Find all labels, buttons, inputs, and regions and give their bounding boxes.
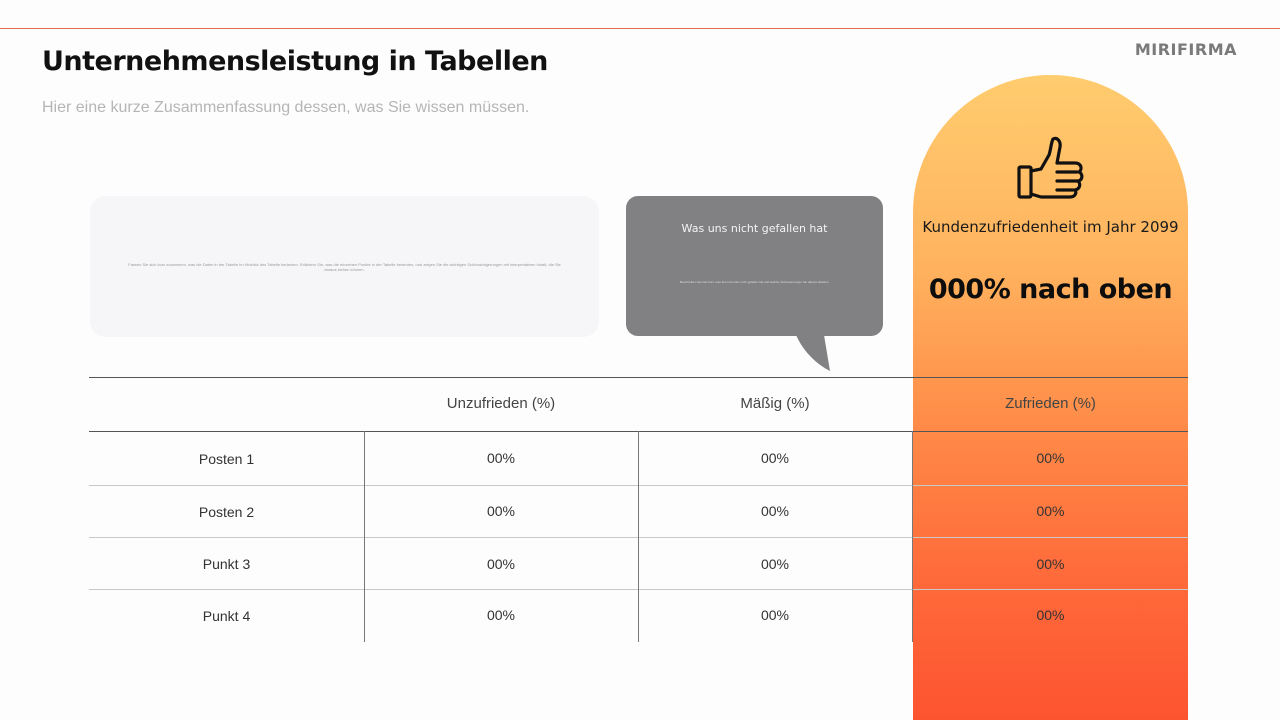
summary-card: Fassen Sie sich kurz zusammen, was die D… xyxy=(90,196,599,337)
table-cell: 00% xyxy=(760,607,790,623)
thumbs-up-icon xyxy=(1017,136,1084,199)
table-cell: 00% xyxy=(760,503,790,519)
column-header-zufrieden: Zufrieden (%) xyxy=(1005,395,1096,412)
table-cell: 00% xyxy=(760,450,790,466)
table-cell: 00% xyxy=(760,556,790,572)
brand-logo: MIRIFIRMA xyxy=(1134,40,1237,59)
row-label: Posten 2 xyxy=(198,504,255,520)
table-cell: 00% xyxy=(1036,556,1065,572)
page-subtitle: Hier eine kurze Zusammenfassung dessen, … xyxy=(42,99,530,116)
table-cell: 00% xyxy=(486,556,516,572)
page-title: Unternehmensleistung in Tabellen xyxy=(42,46,548,77)
table-cell: 00% xyxy=(486,503,516,519)
column-divider xyxy=(912,431,913,642)
column-divider xyxy=(364,431,365,642)
table-cell: 00% xyxy=(1036,503,1065,519)
column-header-unzufrieden: Unzufrieden (%) xyxy=(446,395,556,412)
table-cell: 00% xyxy=(1036,607,1065,623)
row-label: Posten 1 xyxy=(198,451,255,467)
highlight-arch xyxy=(913,75,1188,720)
table-top-border xyxy=(89,377,1188,378)
satisfaction-label: Kundenzufriedenheit im Jahr 2099 xyxy=(922,218,1179,236)
bubble-title: Was uns nicht gefallen hat xyxy=(681,222,828,235)
header-divider xyxy=(0,28,1280,29)
table-cell: 00% xyxy=(486,607,516,623)
column-header-maessig: Mäßig (%) xyxy=(740,395,810,412)
column-divider xyxy=(638,431,639,642)
bubble-text: Beschreiben Sie hier kurz, was Ihren Kun… xyxy=(679,280,830,284)
speech-bubble: Was uns nicht gefallen hat Beschreiben S… xyxy=(626,196,883,336)
row-label: Punkt 3 xyxy=(202,556,251,572)
summary-text: Fassen Sie sich kurz zusammen, was die D… xyxy=(128,261,561,272)
table-cell: 00% xyxy=(1036,450,1065,466)
speech-bubble-tail xyxy=(796,335,830,371)
satisfaction-stat: 000% nach oben xyxy=(928,274,1173,305)
row-label: Punkt 4 xyxy=(202,608,251,624)
table-cell: 00% xyxy=(486,450,516,466)
